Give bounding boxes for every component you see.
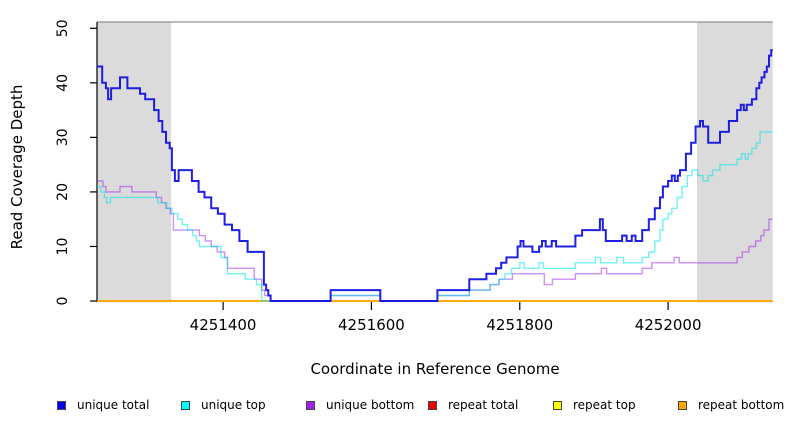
series-line-unique-total xyxy=(97,49,773,302)
legend-label: repeat total xyxy=(448,398,519,412)
left-gray-band xyxy=(97,22,172,303)
y-axis-title: Read Coverage Depth xyxy=(8,84,26,250)
legend-item-unique-total: unique total xyxy=(57,394,149,416)
y-tick-label: 10 xyxy=(55,238,71,256)
y-tick-label: 0 xyxy=(55,297,71,306)
legend-label: repeat bottom xyxy=(698,398,785,412)
right-gray-band xyxy=(697,22,773,303)
x-tick-label: 4251800 xyxy=(486,316,553,334)
legend-swatch-unique-top xyxy=(181,400,190,410)
legend-swatch-repeat-top xyxy=(553,400,562,410)
legend-item-repeat-top: repeat top xyxy=(553,394,636,416)
legend-swatch-repeat-bottom xyxy=(678,400,687,410)
y-tick-label: 40 xyxy=(55,74,71,92)
legend-label: unique total xyxy=(77,398,150,412)
legend-item-repeat-total: repeat total xyxy=(428,394,518,416)
legend-swatch-repeat-total xyxy=(428,400,437,410)
legend-swatch-unique-total xyxy=(57,400,66,410)
legend-item-unique-bottom: unique bottom xyxy=(306,394,414,416)
x-tick-label: 4252000 xyxy=(635,316,702,334)
x-tick-label: 4251400 xyxy=(190,316,257,334)
legend-item-repeat-bottom: repeat bottom xyxy=(678,394,784,416)
y-tick-label: 50 xyxy=(55,19,71,37)
x-axis-title: Coordinate in Reference Genome xyxy=(310,360,560,378)
legend-label: unique top xyxy=(201,398,266,412)
legend-item-unique-top: unique top xyxy=(181,394,266,416)
legend-swatch-unique-bottom xyxy=(306,400,315,410)
legend: unique total unique top unique bottom repea… xyxy=(0,394,792,420)
legend-label: unique bottom xyxy=(326,398,415,412)
y-tick-label: 20 xyxy=(55,183,71,201)
series-line-unique-top xyxy=(97,131,773,302)
legend-label: repeat top xyxy=(573,398,636,412)
x-tick-label: 4251600 xyxy=(338,316,405,334)
y-tick-label: 30 xyxy=(55,128,71,146)
